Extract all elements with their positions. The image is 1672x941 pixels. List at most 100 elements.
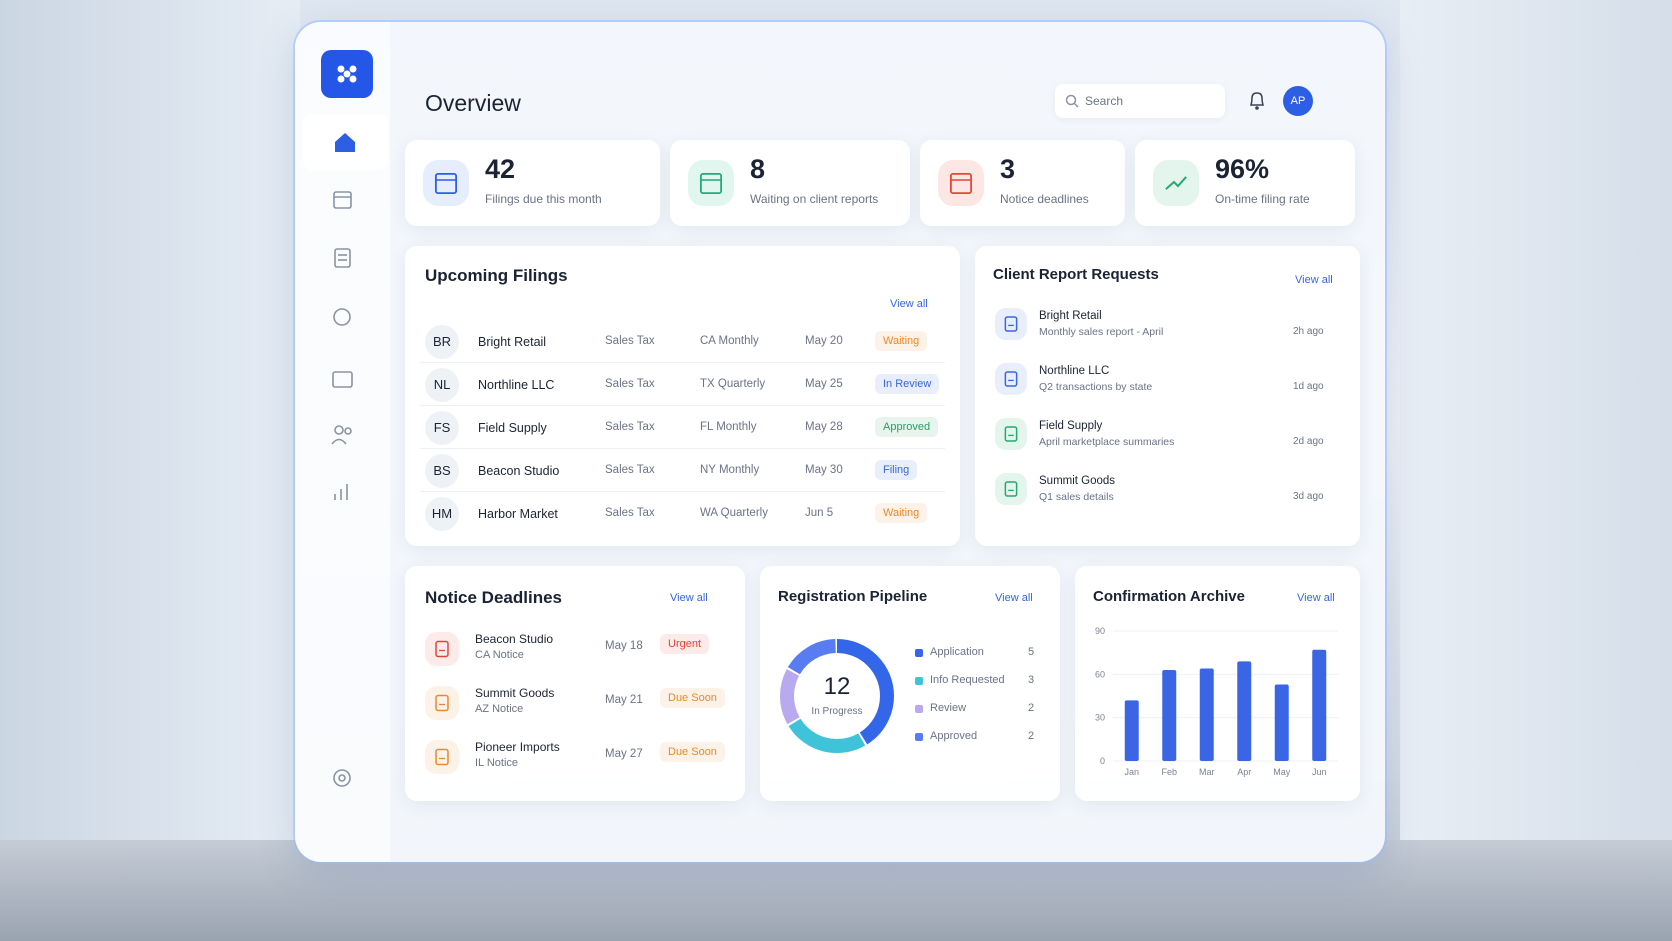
request-desc: Q2 transactions by state (1039, 381, 1153, 393)
initials: HM (425, 497, 459, 531)
status-badge: Due Soon (660, 688, 725, 708)
bar (1199, 668, 1214, 761)
icon (1004, 316, 1018, 332)
icon-home (335, 133, 355, 152)
bell-icon[interactable] (1247, 90, 1267, 112)
search-placeholder: Search (1085, 94, 1124, 108)
icon-box (995, 363, 1027, 395)
status-badge: Waiting (875, 503, 928, 523)
due-date: Jun 5 (805, 507, 834, 519)
client-name: Pioneer Imports (475, 740, 560, 754)
icon-glyph (699, 172, 723, 195)
bar (1162, 670, 1177, 761)
due-date: May 27 (605, 748, 643, 760)
stat-value: 96% (1215, 154, 1270, 184)
client-name: Field Supply (1039, 420, 1103, 432)
schedule: CA Monthly (700, 335, 759, 347)
schedule: WA Quarterly (700, 507, 768, 519)
client-name: Northline LLC (478, 378, 555, 392)
stat-card: 8 Waiting on client reports (670, 140, 910, 226)
search-icon (1065, 94, 1079, 108)
tax-type: Sales Tax (605, 335, 655, 347)
legend-label: Info Requested (930, 674, 1005, 686)
icon-box (1153, 160, 1199, 206)
icon-box (688, 160, 734, 206)
icon-glyph (949, 172, 973, 195)
stat-label: Filings due this month (485, 192, 602, 206)
x-tick-label: Jan (1124, 767, 1139, 777)
y-tick-label: 30 (1095, 713, 1105, 723)
upcoming-filings: Upcoming Filings View all BR Bright Retail S… (405, 246, 960, 546)
window-left (0, 0, 300, 941)
filing-row: BS Beacon Studio Sales Tax NY Monthly May 30… (420, 451, 945, 492)
page-title: Overview (425, 90, 521, 116)
legend-label: Review (930, 702, 967, 714)
icon-box (995, 308, 1027, 340)
search-box[interactable]: Search (1055, 84, 1225, 118)
x-tick-label: May (1273, 767, 1291, 777)
dashboard: Overview Search AP 42 Filings due this mo… (295, 22, 1385, 862)
nav-icons[interactable] (295, 182, 390, 802)
view-all[interactable]: View all (670, 592, 708, 604)
y-tick-label: 0 (1100, 756, 1105, 766)
registration-pipeline: Registration Pipeline View all 12 In Progre… (760, 566, 1060, 801)
nav-active[interactable] (303, 114, 388, 170)
legend-value: 2 (1028, 730, 1035, 742)
status-badge: Approved (875, 417, 939, 437)
client-name: Beacon Studio (478, 464, 560, 478)
legend-swatch (915, 649, 923, 657)
x-tick-label: Mar (1199, 767, 1215, 777)
status-badge: Urgent (660, 634, 710, 654)
bar (1237, 661, 1252, 761)
tax-type: Sales Tax (605, 464, 655, 476)
request-time: 1d ago (1293, 381, 1324, 392)
due-date: May 25 (805, 378, 843, 390)
filing-row: NL Northline LLC Sales Tax TX Quarterly May … (420, 365, 945, 406)
confirmation-archive: Confirmation Archive View all 0 30 60 90 Jan Fe… (1075, 566, 1360, 801)
donut-center-label: In Progress (811, 706, 862, 717)
stat-value: 3 (1000, 154, 1016, 184)
due-date: May 30 (805, 464, 843, 476)
card-title: Registration Pipeline (778, 588, 928, 605)
icon-box (423, 160, 469, 206)
view-all[interactable]: View all (995, 592, 1033, 604)
icon (699, 172, 723, 195)
request-desc: Monthly sales report - April (1039, 326, 1164, 338)
icon-box (995, 418, 1027, 450)
request-time: 3d ago (1293, 491, 1324, 502)
client-name: Northline LLC (1039, 365, 1110, 377)
request-time: 2d ago (1293, 436, 1324, 447)
icon (1004, 481, 1018, 497)
stat-label: Notice deadlines (1000, 192, 1089, 206)
icon-glyph (1004, 426, 1018, 442)
sidebar (295, 22, 390, 862)
schedule: NY Monthly (700, 464, 760, 476)
view-all[interactable]: View all (890, 298, 928, 310)
card-title: Confirmation Archive (1093, 588, 1245, 605)
tax-type: Sales Tax (605, 507, 655, 519)
icon (1004, 426, 1018, 442)
initials: BR (425, 325, 459, 359)
stat-label: On-time filing rate (1215, 192, 1310, 206)
legend-swatch (915, 733, 923, 741)
legend-value: 5 (1028, 646, 1035, 658)
schedule: FL Monthly (700, 421, 757, 433)
view-all[interactable]: View all (1297, 592, 1335, 604)
notice-name: IL Notice (475, 757, 519, 769)
request-desc: April marketplace summaries (1039, 436, 1175, 448)
initials: NL (425, 368, 459, 402)
client-name: Summit Goods (475, 686, 555, 700)
donut-center-value: 12 (824, 673, 851, 700)
notice-deadlines: Notice Deadlines View all Beacon Studio CA … (405, 566, 745, 801)
stat-label: Waiting on client reports (750, 192, 879, 206)
avatar[interactable]: AP (1283, 86, 1313, 116)
y-tick-label: 90 (1095, 626, 1105, 636)
card-title: Upcoming Filings (425, 266, 568, 285)
icon-glyph (1165, 176, 1187, 190)
bar (1274, 684, 1289, 761)
icon-glyph (1004, 316, 1018, 332)
view-all[interactable]: View all (1295, 274, 1333, 286)
filing-row: HM Harbor Market Sales Tax WA Quarterly Jun … (420, 494, 945, 534)
filing-row: FS Field Supply Sales Tax FL Monthly May 28 A… (420, 408, 945, 449)
